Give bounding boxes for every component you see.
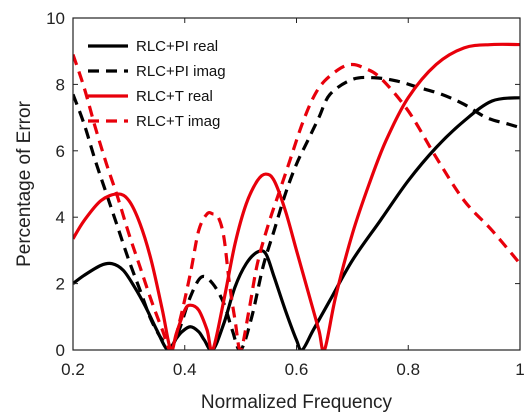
y-tick-label: 10 (46, 9, 65, 28)
series-line-1 (73, 96, 520, 350)
legend-label: RLC+PI imag (136, 63, 226, 80)
x-tick-label: 0.4 (173, 360, 197, 379)
y-tick-label: 2 (56, 275, 65, 294)
y-axis-title: Percentage of Error (14, 100, 35, 266)
legend-label: RLC+T real (136, 88, 213, 105)
y-tick-label: 4 (56, 208, 65, 227)
legend-label: RLC+T imag (136, 113, 220, 130)
series-line-4 (73, 54, 520, 350)
y-tick-label: 6 (56, 142, 65, 161)
series-layer (73, 42, 520, 350)
legend: RLC+PI real RLC+PI imag RLC+T real RLC+T im… (88, 38, 226, 130)
series-line-3 (73, 42, 520, 350)
x-axis-title: Normalized Frequency (201, 392, 393, 413)
series-line-2 (73, 75, 520, 350)
x-tick-label: 0.2 (61, 360, 85, 379)
x-tick-label: 0.8 (396, 360, 420, 379)
y-tick-label: 8 (56, 75, 65, 94)
x-tick-label: 0.6 (285, 360, 309, 379)
y-tick-label: 0 (56, 341, 65, 360)
legend-label: RLC+PI real (136, 38, 218, 55)
x-tick-label: 1 (515, 360, 524, 379)
